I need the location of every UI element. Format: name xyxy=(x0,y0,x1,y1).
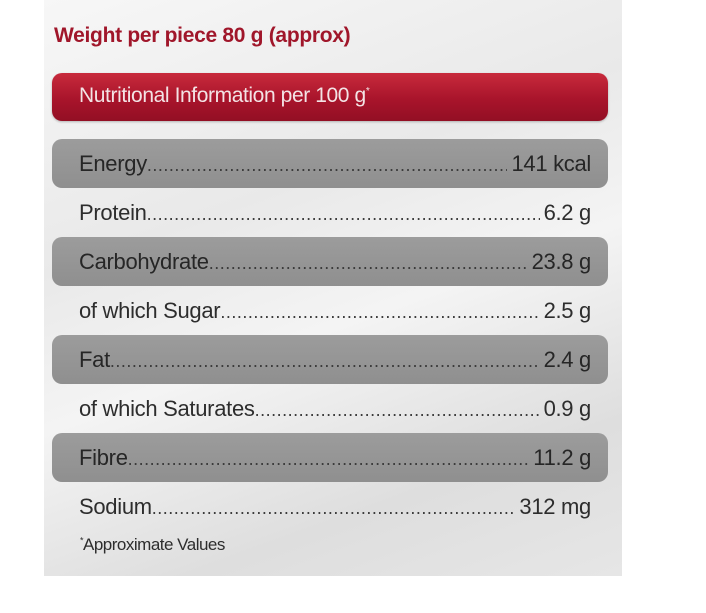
nutrient-label: Sodium xyxy=(79,493,152,519)
nutrient-value: 0.9 g xyxy=(543,395,592,421)
dot-leader xyxy=(152,499,516,531)
header-asterisk: * xyxy=(365,86,370,97)
nutrient-row-sodium: Sodium 312 mg xyxy=(52,482,608,531)
footnote-text: Approximate Values xyxy=(83,535,225,554)
nutrient-label: Fibre xyxy=(79,444,128,470)
nutrient-value: 6.2 g xyxy=(543,199,592,225)
nutrient-row-fat: Fat 2.4 g xyxy=(52,335,608,384)
nutrient-value: 11.2 g xyxy=(533,444,591,470)
nutrient-label: Carbohydrate xyxy=(79,248,209,274)
nutrient-value: 141 kcal xyxy=(511,150,591,176)
footnote-asterisk: * xyxy=(80,535,84,546)
footnote: *Approximate Values xyxy=(80,535,225,555)
nutrient-label: Energy xyxy=(79,150,147,176)
dot-leader xyxy=(147,156,508,188)
dot-leader xyxy=(209,254,528,286)
dot-leader xyxy=(110,352,540,384)
nutrition-table: Energy 141 kcal Protein 6.2 g Carbohydra… xyxy=(52,139,608,531)
nutrient-row-protein: Protein 6.2 g xyxy=(52,188,608,237)
nutrient-row-carbohydrate: Carbohydrate 23.8 g xyxy=(52,237,608,286)
nutrient-label: of which Sugar xyxy=(79,297,221,323)
nutrient-value: 312 mg xyxy=(519,493,591,519)
nutrient-label: of which Saturates xyxy=(79,395,255,421)
nutrient-row-saturates: of which Saturates 0.9 g xyxy=(52,384,608,433)
nutrient-label: Protein xyxy=(79,199,147,225)
dot-leader xyxy=(255,401,540,433)
nutrient-label: Fat xyxy=(79,346,110,372)
nutrient-value: 2.5 g xyxy=(543,297,592,323)
nutrient-row-energy: Energy 141 kcal xyxy=(52,139,608,188)
dot-leader xyxy=(147,205,540,237)
nutrient-value: 23.8 g xyxy=(531,248,592,274)
nutrition-header-text: Nutritional Information per 100 g* xyxy=(79,84,370,108)
header-label: Nutritional Information per 100 g xyxy=(79,84,366,107)
nutrient-value: 2.4 g xyxy=(543,346,592,372)
weight-per-piece-title: Weight per piece 80 g (approx) xyxy=(54,24,351,47)
nutrient-row-fibre: Fibre 11.2 g xyxy=(52,433,608,482)
nutrition-header-bar: Nutritional Information per 100 g* xyxy=(52,73,608,121)
nutrient-row-sugar: of which Sugar 2.5 g xyxy=(52,286,608,335)
dot-leader xyxy=(220,303,539,335)
dot-leader xyxy=(128,450,530,482)
